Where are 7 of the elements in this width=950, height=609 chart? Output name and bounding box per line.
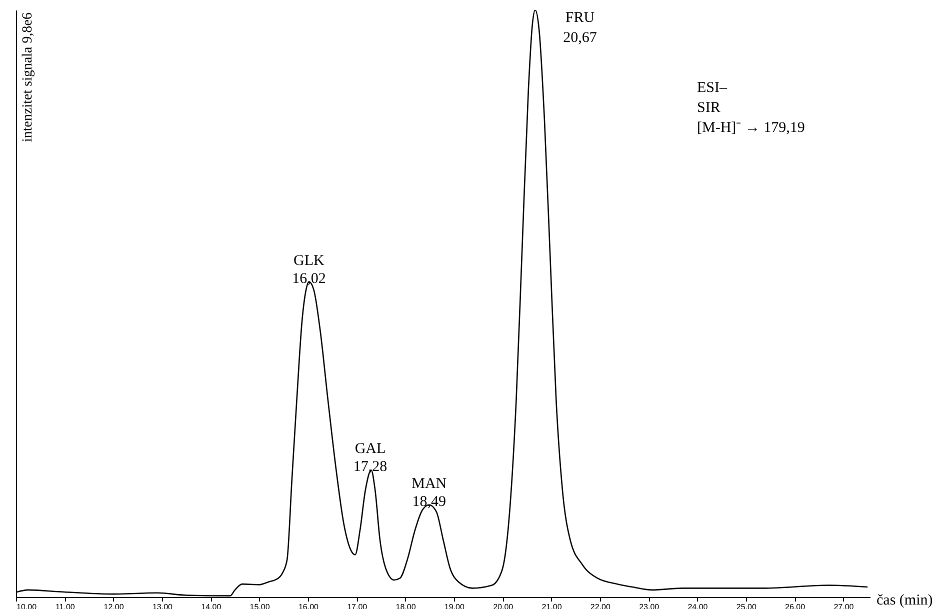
annotation: MAN 18,49 <box>412 476 447 510</box>
annotation: GAL 17,28 <box>353 441 388 476</box>
y-axis-title: intenzitet signala 9,8e6 <box>20 12 36 142</box>
annotation: ESI– SIR [M-H]⁻ → 179,19 <box>697 80 805 136</box>
x-axis-title: čas (min) <box>876 592 933 608</box>
annotation: FRU 20,67 <box>563 10 598 46</box>
annotation: GLK 16,02 <box>292 252 326 287</box>
